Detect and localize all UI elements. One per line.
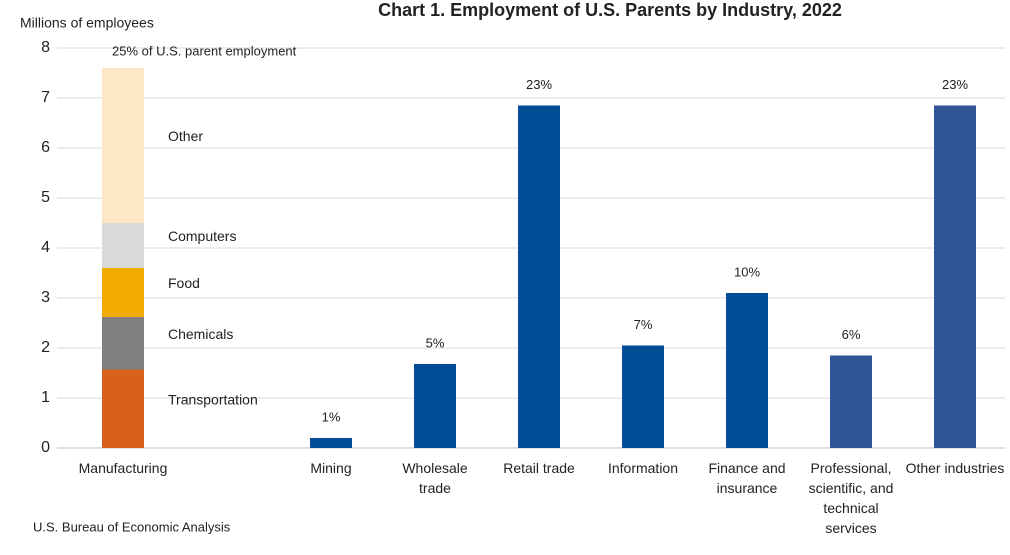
x-tick-label: Retail trade xyxy=(503,460,575,476)
segment-label: Chemicals xyxy=(168,326,233,342)
bar-segment xyxy=(102,317,144,370)
segment-label: Other xyxy=(168,128,203,144)
x-tick-label: Professional, scientific, and technical … xyxy=(808,460,894,536)
bar xyxy=(310,438,352,448)
share-label: 6% xyxy=(842,327,861,342)
share-label: 7% xyxy=(634,317,653,332)
bar xyxy=(518,105,560,448)
y-tick-label: 2 xyxy=(41,339,50,356)
bar-segment xyxy=(102,268,144,317)
share-label: 10% xyxy=(734,264,760,279)
y-axis-label: Millions of employees xyxy=(20,15,154,31)
bar xyxy=(726,293,768,448)
y-tick-label: 5 xyxy=(41,189,50,206)
bar xyxy=(622,345,664,448)
x-tick-label: Finance and insurance xyxy=(708,460,786,496)
y-tick-label: 6 xyxy=(41,139,50,156)
y-tick-label: 4 xyxy=(41,239,50,256)
bar-segment xyxy=(102,369,144,448)
chart-title: Chart 1. Employment of U.S. Parents by I… xyxy=(378,0,842,20)
x-tick-label: Information xyxy=(607,460,679,476)
y-tick-label: 1 xyxy=(41,389,50,406)
x-tick-label: Manufacturing xyxy=(78,460,168,476)
share-label: 5% xyxy=(426,335,445,350)
bar-segment xyxy=(102,223,144,268)
bar xyxy=(414,364,456,448)
bar xyxy=(934,105,976,448)
y-tick-label: 0 xyxy=(41,439,50,456)
segment-label: Computers xyxy=(168,228,236,244)
x-tick-label: Other industries xyxy=(905,460,1005,476)
share-label: 23% xyxy=(526,77,552,92)
y-tick-label: 8 xyxy=(41,39,50,56)
y-tick-label: 7 xyxy=(41,89,50,106)
bar-segment xyxy=(102,68,144,223)
source: U.S. Bureau of Economic Analysis xyxy=(33,519,231,534)
x-tick-label: Mining xyxy=(310,460,352,476)
bar xyxy=(830,355,872,448)
y-tick-label: 3 xyxy=(41,289,50,306)
share-label: 25% of U.S. parent employment xyxy=(112,43,297,58)
x-tick-label: Wholesale trade xyxy=(402,460,468,496)
segment-label: Food xyxy=(168,275,200,291)
segment-label: Transportation xyxy=(168,391,258,407)
share-label: 23% xyxy=(942,77,968,92)
share-label: 1% xyxy=(322,409,341,424)
